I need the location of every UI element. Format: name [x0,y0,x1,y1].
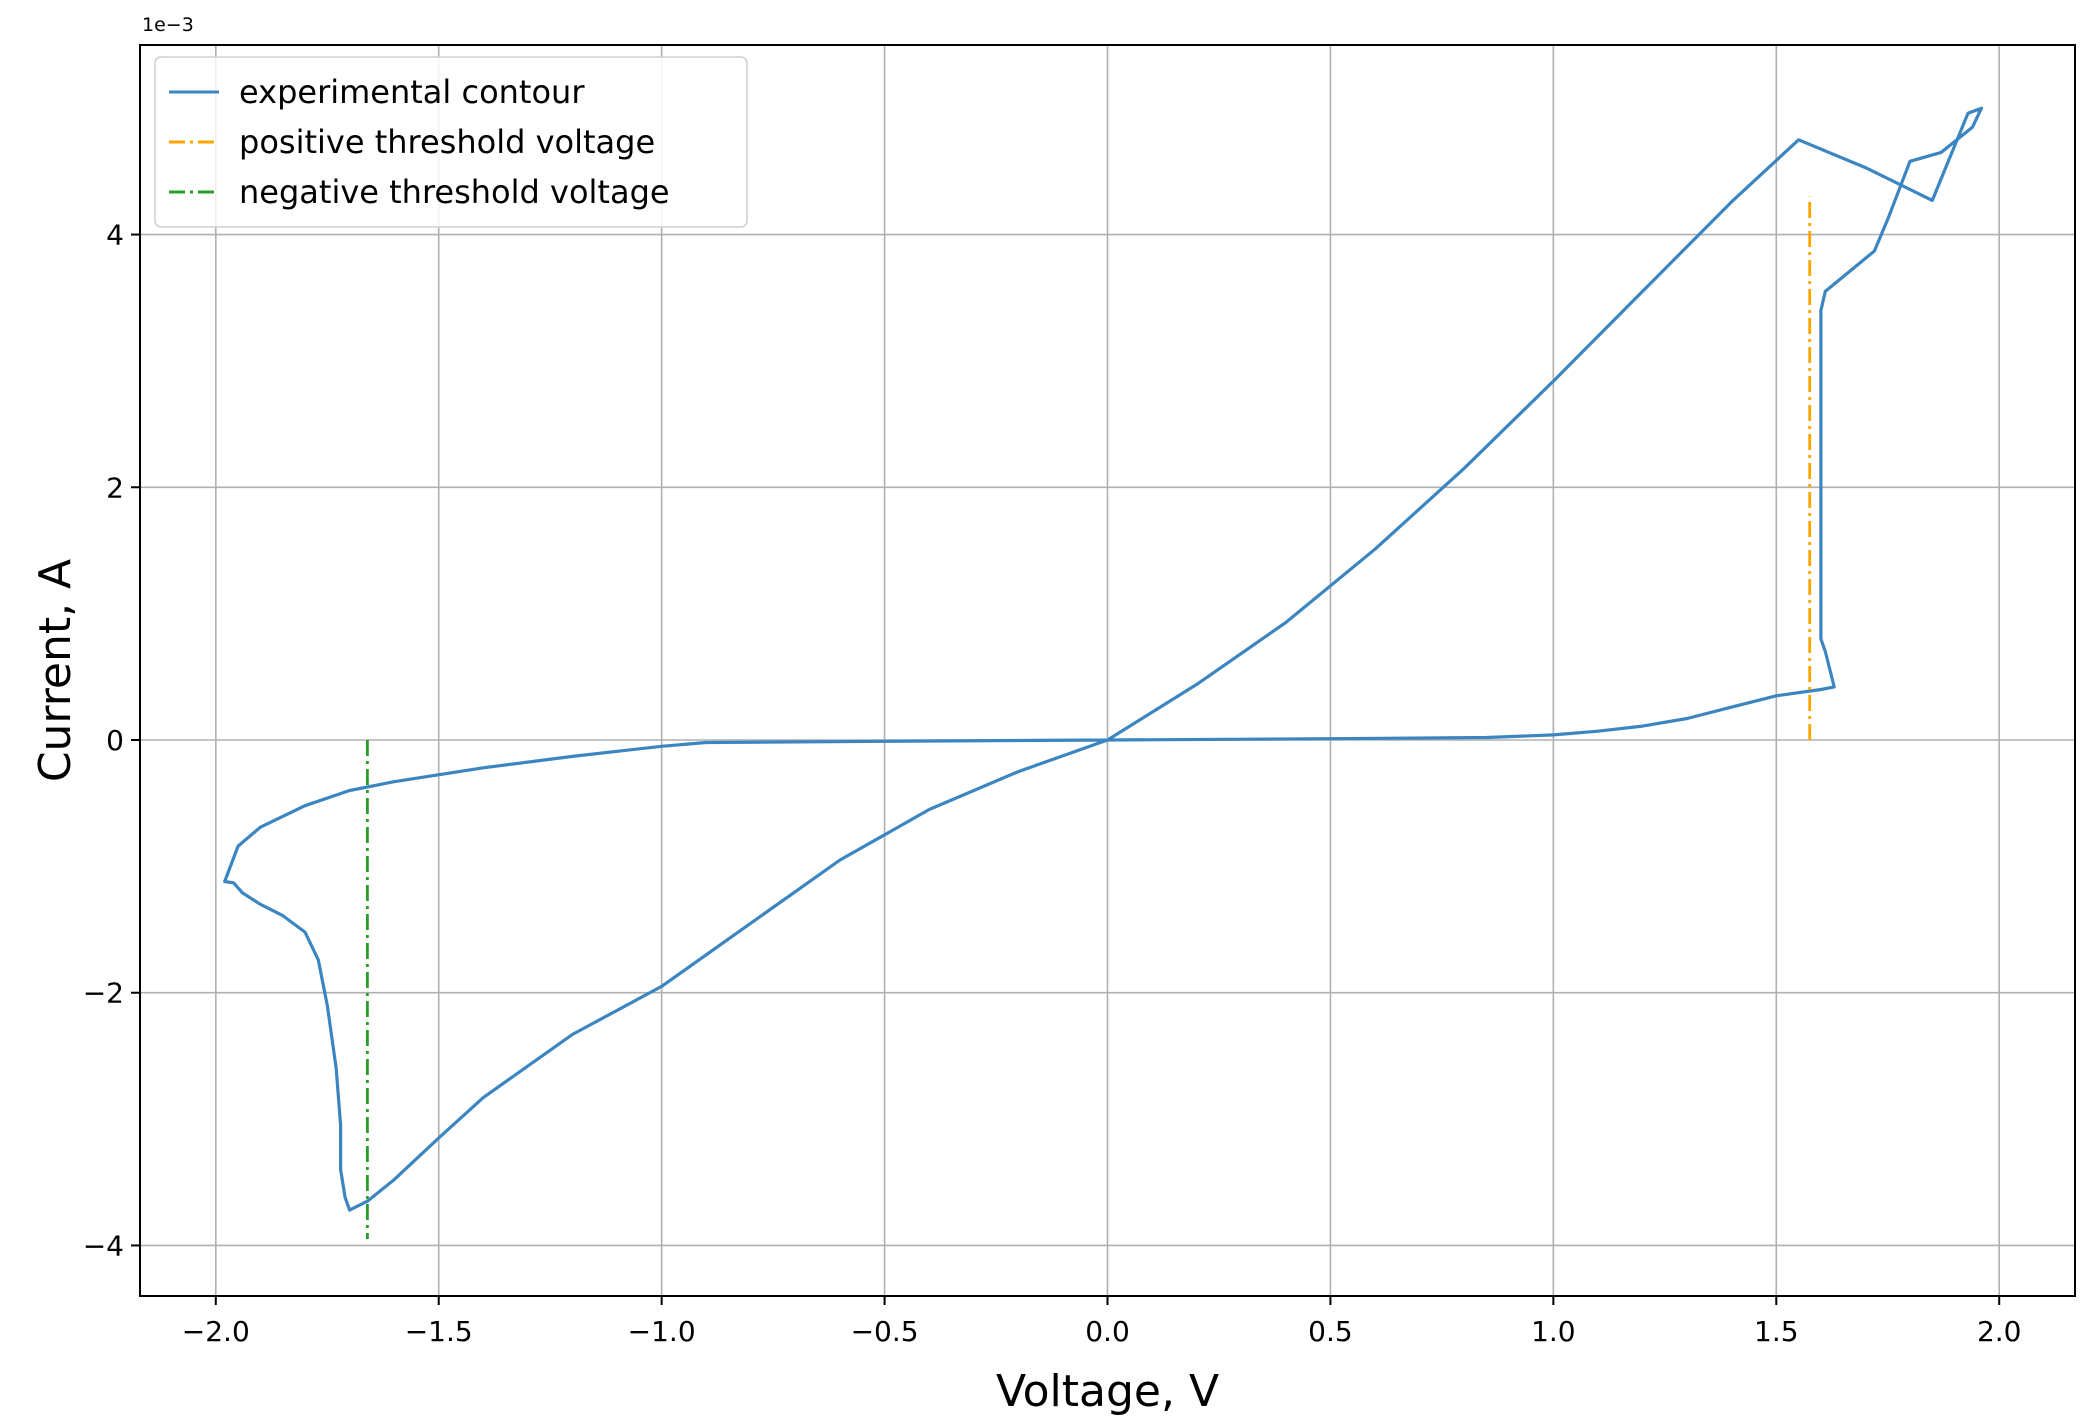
y-tick-label: 2 [106,471,124,504]
x-tick-label: −1.0 [628,1315,696,1348]
legend-box [154,56,748,228]
grid [140,45,2075,1296]
x-tick-label: 0.5 [1308,1315,1353,1348]
legend-label: positive threshold voltage [239,123,655,161]
x-tick-label: −1.5 [405,1315,473,1348]
y-axis-label: Current, A [30,559,81,782]
x-tick-label: −0.5 [851,1315,919,1348]
x-tick-label: 1.5 [1754,1315,1799,1348]
x-tick-label: 1.0 [1531,1315,1576,1348]
x-tick-label: 2.0 [1977,1315,2022,1348]
ticks: −2.0 −1.5 −1.0 −0.5 0.0 0.5 1.0 1.5 2.0 −4 −2 0 2 4 [83,219,2022,1348]
y-tick-label: −4 [83,1229,124,1262]
series-line-0 [223,106,1984,1212]
x-axis-label: Voltage, V [996,1366,1219,1417]
x-tick-label: −2.0 [182,1315,250,1348]
y-tick-label: 4 [106,219,124,252]
legend-label: experimental contour [239,73,585,111]
x-tick-label: 0.0 [1085,1315,1130,1348]
legend: experimental contour positive threshold v… [154,56,748,228]
y-tick-label: −2 [83,977,124,1010]
y-offset-label: 1e−3 [142,14,194,36]
plot-lines [223,106,1984,1240]
y-tick-label: 0 [106,724,124,757]
legend-label: negative threshold voltage [239,173,670,211]
